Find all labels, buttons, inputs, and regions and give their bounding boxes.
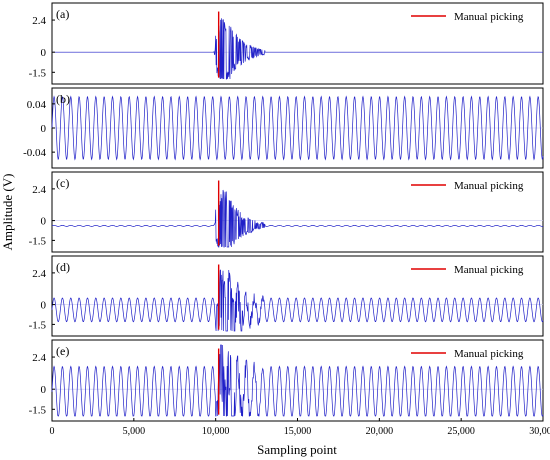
legend: Manual picking xyxy=(411,264,524,276)
y-tick-label: 0 xyxy=(41,123,47,135)
panel-frame xyxy=(51,171,544,253)
y-tick-label: 2.4 xyxy=(32,184,46,196)
panel-label: (e) xyxy=(56,344,69,358)
panel-frame xyxy=(51,255,544,337)
y-tick-label: -0.04 xyxy=(23,147,46,159)
signal-trace xyxy=(51,269,544,332)
signal-trace xyxy=(51,95,544,161)
y-axis-label: Amplitude (V) xyxy=(0,174,15,251)
x-tick-label: 20,000 xyxy=(366,426,394,437)
legend-label: Manual picking xyxy=(454,348,524,360)
legend-label: Manual picking xyxy=(454,264,524,276)
x-tick-label: 0 xyxy=(50,426,55,437)
y-tick-label: 0 xyxy=(41,47,47,59)
x-tick-label: 25,000 xyxy=(447,426,475,437)
panel-label: (b) xyxy=(56,92,70,106)
legend-label: Manual picking xyxy=(454,11,524,23)
x-axis-ticks: 0 5,000 10,000 15,000 20,000 25,000 30,000 xyxy=(50,418,550,437)
panel-label: (c) xyxy=(56,176,69,190)
legend: Manual picking xyxy=(411,11,524,23)
y-tick-label: 2.4 xyxy=(32,15,46,27)
x-tick-label: 15,000 xyxy=(284,426,312,437)
x-tick-label: 10,000 xyxy=(202,426,230,437)
signal-trace xyxy=(51,344,544,417)
x-tick-label: 5,000 xyxy=(123,426,146,437)
legend-label: Manual picking xyxy=(454,180,524,192)
signal-trace xyxy=(52,18,543,80)
legend: Manual picking xyxy=(411,180,524,192)
panel-e: 2.4 0 -1.5 (e) Manual picking xyxy=(29,339,544,422)
y-tick-label: -1.5 xyxy=(29,404,47,416)
x-tick-label: 30,000 xyxy=(529,426,550,437)
y-tick-label: -1.5 xyxy=(29,235,47,247)
panel-a: 2.4 0 -1.5 (a) Manual picking xyxy=(29,2,544,85)
panel-b: 0.04 0 -0.04 (b) xyxy=(23,87,544,169)
y-tick-label: 2.4 xyxy=(32,352,46,364)
legend: Manual picking xyxy=(411,348,524,360)
panel-label: (d) xyxy=(56,260,70,274)
panel-label: (a) xyxy=(56,7,69,21)
signal-trace xyxy=(51,189,544,248)
y-tick-label: 0 xyxy=(41,216,47,228)
panels-group: 2.4 0 -1.5 (a) Manual picking 0.04 0 -0.04 (b) 2.… xyxy=(23,2,544,422)
panel-d: 2.4 0 -1.5 (d) Manual picking xyxy=(29,255,544,337)
y-tick-label: 0 xyxy=(41,300,47,312)
panel-frame xyxy=(51,2,544,85)
y-tick-label: -1.5 xyxy=(29,319,47,331)
y-tick-label: 0.04 xyxy=(27,99,47,111)
y-tick-label: -1.5 xyxy=(29,67,47,79)
y-tick-label: 2.4 xyxy=(32,268,46,280)
x-axis-label: Sampling point xyxy=(257,442,337,457)
y-tick-label: 0 xyxy=(41,384,47,396)
panel-c: 2.4 0 -1.5 (c) Manual picking xyxy=(29,171,544,253)
